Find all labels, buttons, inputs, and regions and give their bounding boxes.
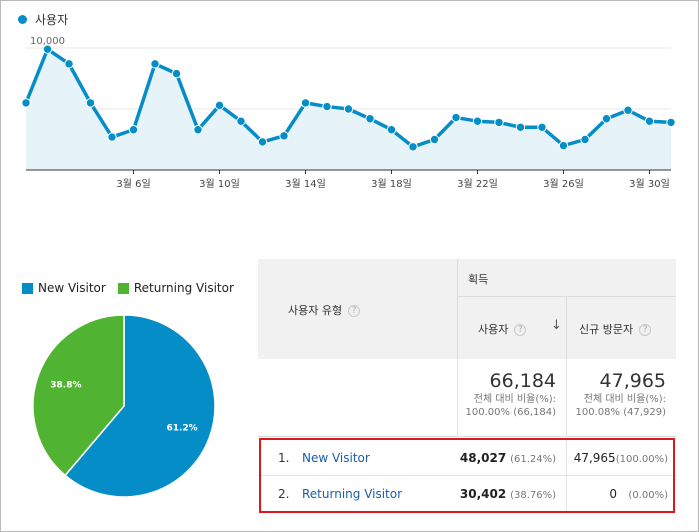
data-point: [408, 142, 418, 152]
data-point: [279, 131, 289, 141]
data-point: [558, 140, 569, 151]
table-row: 1. New Visitor 48,027 (61.24%) 47,965(10…: [258, 440, 676, 476]
pie-legend: New Visitor Returning Visitor: [22, 281, 234, 295]
pie-legend-item-returning[interactable]: Returning Visitor: [117, 281, 234, 295]
pie-legend-label: New Visitor: [38, 281, 106, 295]
row-users-value: 30,402: [459, 487, 507, 501]
pie-legend-item-new[interactable]: New Visitor: [22, 281, 106, 295]
users-header-label: 사용자: [478, 323, 509, 336]
row-users-cell: 30,402 (38.76%): [458, 476, 567, 512]
data-point: [171, 68, 182, 79]
row-new-users-value: 0: [609, 487, 617, 501]
pie-legend-label: Returning Visitor: [133, 281, 234, 295]
row-new-users-pct: (0.00%): [628, 490, 668, 501]
data-point: [21, 98, 31, 108]
row-users-cell: 48,027 (61.24%): [458, 440, 567, 476]
data-point: [537, 122, 547, 133]
totals-users-cell: 66,184 전체 대비 비율(%): 100.00% (66,184): [458, 359, 567, 437]
data-point: [257, 137, 268, 147]
column-header-new-users[interactable]: 신규 방문자?: [567, 297, 676, 359]
totals-users-sub2: 100.00% (66,184): [465, 407, 556, 418]
data-point: [515, 122, 526, 133]
line-chart-legend: 사용자: [18, 11, 68, 28]
table-row: 2. Returning Visitor 30,402 (38.76%) 0 (…: [258, 476, 676, 512]
totals-users-value: 66,184: [489, 370, 556, 392]
data-point: [214, 100, 225, 111]
data-point: [623, 105, 633, 115]
data-point: [580, 134, 590, 145]
data-point: [107, 132, 117, 142]
row-users-pct: (38.76%): [510, 490, 556, 501]
row-dimension-link[interactable]: Returning Visitor: [302, 487, 403, 501]
x-tick-label: 3월 26일: [543, 178, 584, 190]
new-users-header-label: 신규 방문자: [579, 323, 634, 336]
pie-slice-label: 38.8%: [50, 381, 81, 391]
row-number: 2.: [278, 487, 290, 501]
x-tick-label: 3월 6일: [116, 178, 150, 190]
pie-slice: [64, 314, 216, 498]
row-new-users-value: 47,965: [573, 451, 616, 465]
data-point: [494, 117, 504, 128]
data-point: [451, 112, 461, 123]
row-number: 1.: [278, 451, 290, 465]
pie-chart: 61.2% 38.8%: [32, 314, 216, 498]
data-point: [644, 116, 655, 126]
pie-slice-label: 61.2%: [166, 423, 197, 433]
row-new-users-cell: 47,965(100.00%): [567, 440, 676, 476]
row-dimension-link[interactable]: New Visitor: [302, 451, 370, 465]
x-tick-label: 3월 30일: [629, 178, 670, 190]
x-tick-label: 3월 10일: [199, 178, 240, 190]
column-header-users[interactable]: 사용자? ↓: [458, 297, 567, 359]
data-point: [386, 125, 397, 135]
row-users-value: 48,027: [459, 451, 507, 465]
row-new-users-pct: (100.00%): [615, 454, 668, 465]
data-point: [429, 134, 440, 145]
totals-new-users-sub1: 전체 대비 비율(%):: [583, 394, 666, 405]
series-label: 사용자: [35, 13, 69, 27]
data-point: [472, 116, 483, 126]
totals-new-users-sub2: 100.08% (47,929): [575, 407, 666, 418]
returning-visitor-swatch-icon: [117, 282, 129, 294]
totals-row: 66,184 전체 대비 비율(%): 100.00% (66,184) 47,…: [258, 359, 676, 437]
explorer-table: 사용자 유형? 획득 사용자? ↓ 신규 방문자? 66,184 전체 대비 비…: [258, 259, 676, 525]
sort-descending-icon[interactable]: ↓: [551, 318, 562, 333]
data-point: [193, 125, 203, 135]
y-tick-label: 10,000: [30, 36, 65, 47]
help-icon[interactable]: ?: [348, 305, 361, 317]
group-header: 획득: [468, 273, 489, 286]
x-tick-label: 3월 18일: [371, 178, 412, 190]
data-point: [343, 104, 354, 114]
dimension-header: 사용자 유형: [288, 304, 343, 317]
help-icon[interactable]: ?: [514, 324, 527, 336]
x-tick-label: 3월 22일: [457, 178, 498, 190]
data-point: [666, 117, 676, 128]
data-point: [128, 125, 139, 135]
dimension-header-cell: 사용자 유형?: [258, 259, 458, 359]
data-point: [365, 114, 375, 124]
help-icon[interactable]: ?: [639, 324, 652, 336]
data-point: [601, 114, 612, 124]
data-point: [64, 59, 74, 69]
pie-slice: [32, 314, 125, 477]
totals-users-sub1: 전체 대비 비율(%):: [473, 394, 556, 405]
data-point: [85, 98, 96, 108]
highlight-box: [259, 438, 675, 513]
new-visitor-swatch-icon: [22, 282, 33, 294]
totals-new-users-value: 47,965: [599, 370, 666, 392]
data-point: [300, 98, 311, 108]
data-point: [150, 59, 160, 69]
data-point: [42, 44, 53, 54]
data-point: [236, 116, 246, 126]
totals-label-cell: [258, 359, 458, 437]
group-header-cell: 획득: [458, 259, 676, 297]
totals-new-users-cell: 47,965 전체 대비 비율(%): 100.08% (47,929): [567, 359, 676, 437]
x-tick-label: 3월 14일: [285, 178, 326, 190]
row-new-users-cell: 0 (0.00%): [567, 476, 676, 512]
data-point: [322, 101, 332, 112]
row-users-pct: (61.24%): [510, 454, 556, 465]
series-dot-icon: [18, 15, 27, 24]
